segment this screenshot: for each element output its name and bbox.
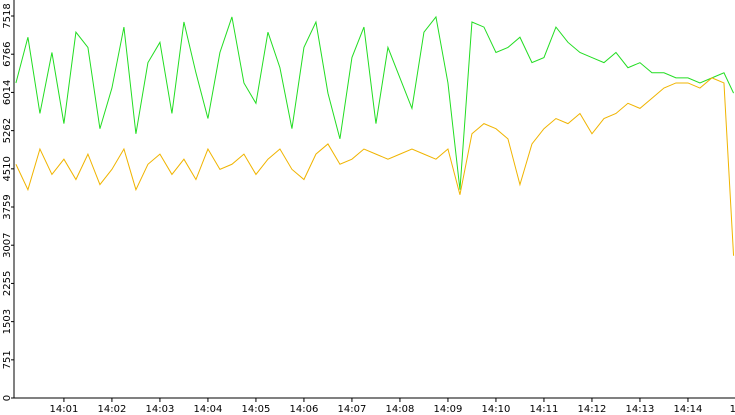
y-tick-label: 7518 (2, 3, 13, 28)
x-tick-label: 14:10 (482, 404, 511, 415)
y-tick-label: 751 (2, 350, 13, 369)
x-tick-label: 14 (730, 404, 735, 415)
x-tick-label: 14:14 (674, 404, 703, 415)
x-tick-label: 14:02 (98, 404, 127, 415)
x-tick-label: 14:06 (290, 404, 319, 415)
y-tick-label: 2255 (2, 271, 13, 296)
x-tick-label: 14:13 (626, 404, 655, 415)
x-tick-label: 14:09 (434, 404, 463, 415)
x-tick-label: 14:03 (146, 404, 175, 415)
x-tick-label: 14:12 (578, 404, 607, 415)
y-tick-label: 6766 (2, 41, 13, 66)
x-tick-label: 14:05 (242, 404, 271, 415)
series-line (15, 77, 735, 256)
y-tick-label: 4510 (2, 156, 13, 181)
series-line (15, 15, 735, 190)
y-tick-label: 5262 (2, 118, 13, 143)
x-tick-label: 14:08 (386, 404, 415, 415)
y-tick-label: 6014 (2, 80, 13, 105)
y-tick-label: 1503 (2, 309, 13, 334)
x-tick-label: 14:11 (530, 404, 559, 415)
x-tick-label: 14:07 (338, 404, 367, 415)
y-tick-label: 3007 (2, 232, 13, 257)
x-tick-label: 14:01 (50, 404, 79, 415)
y-tick-label: 3759 (2, 194, 13, 219)
x-tick-label: 14:04 (194, 404, 223, 415)
y-tick-label: 0 (2, 395, 13, 401)
